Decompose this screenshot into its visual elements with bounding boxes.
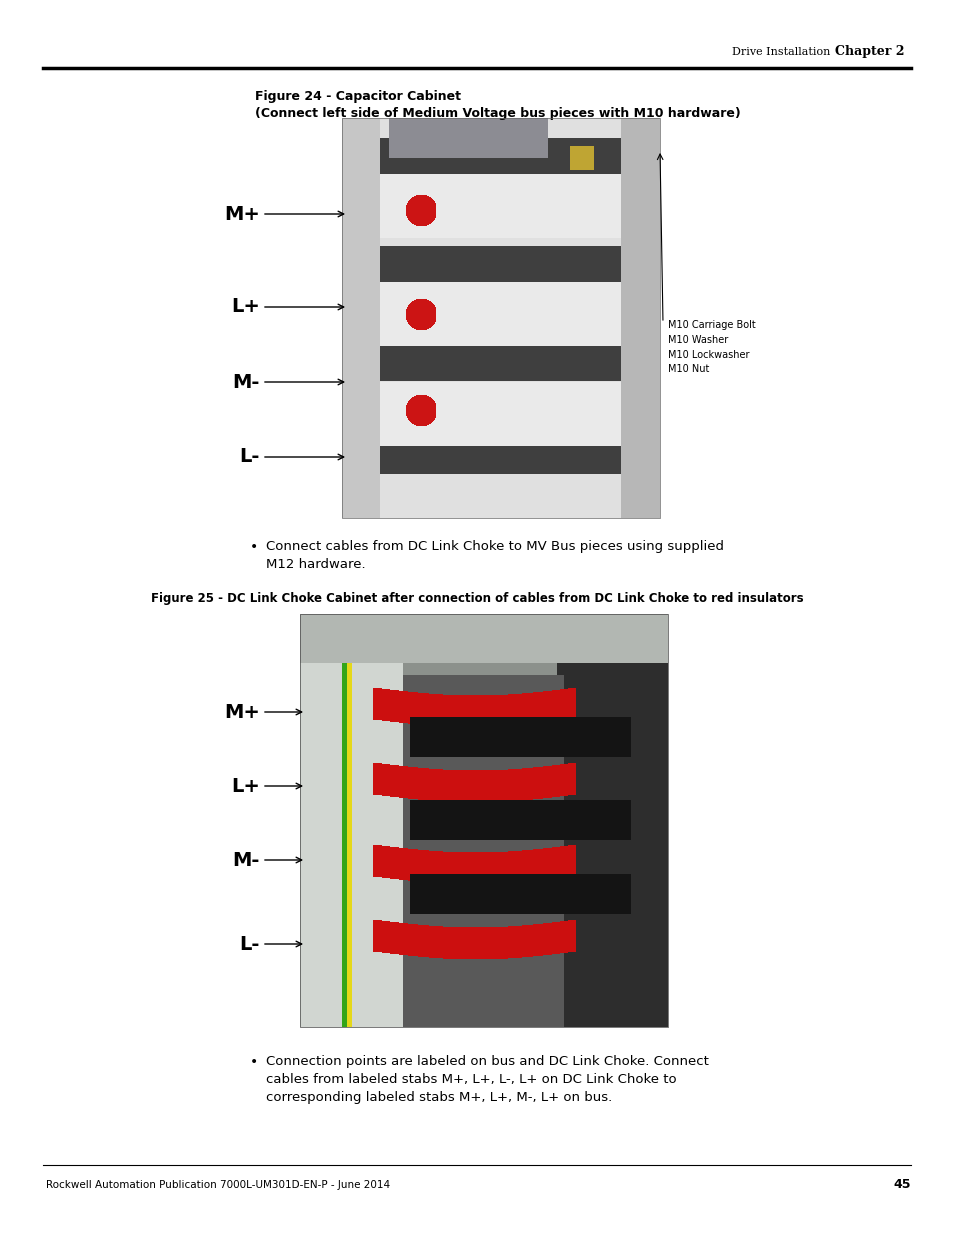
Text: M-: M- <box>233 851 260 869</box>
Text: (Connect left side of Medium Voltage bus pieces with M10 hardware): (Connect left side of Medium Voltage bus… <box>254 107 740 120</box>
Text: Connect cables from DC Link Choke to MV Bus pieces using supplied
M12 hardware.: Connect cables from DC Link Choke to MV … <box>266 540 723 571</box>
Text: M+: M+ <box>224 703 260 721</box>
Bar <box>341 119 659 517</box>
Text: M-: M- <box>233 373 260 391</box>
Text: •: • <box>250 1055 258 1070</box>
Bar <box>299 614 667 1028</box>
Text: Drive Installation: Drive Installation <box>731 47 829 57</box>
Text: Chapter 2: Chapter 2 <box>834 46 903 58</box>
Text: L+: L+ <box>231 298 260 316</box>
Text: •: • <box>250 540 258 555</box>
Text: Figure 25 - DC Link Choke Cabinet after connection of cables from DC Link Choke : Figure 25 - DC Link Choke Cabinet after … <box>151 592 802 605</box>
Text: Connection points are labeled on bus and DC Link Choke. Connect
cables from labe: Connection points are labeled on bus and… <box>266 1055 708 1104</box>
Text: L-: L- <box>239 935 260 953</box>
Text: M10 Carriage Bolt
M10 Washer
M10 Lockwasher
M10 Nut: M10 Carriage Bolt M10 Washer M10 Lockwas… <box>667 320 755 374</box>
Text: Figure 24 - Capacitor Cabinet: Figure 24 - Capacitor Cabinet <box>254 90 460 103</box>
Text: Rockwell Automation Publication 7000L-UM301D-EN-P - June 2014: Rockwell Automation Publication 7000L-UM… <box>46 1179 390 1191</box>
Text: M+: M+ <box>224 205 260 224</box>
Text: 45: 45 <box>893 1178 910 1192</box>
Text: L-: L- <box>239 447 260 467</box>
Text: L+: L+ <box>231 777 260 795</box>
